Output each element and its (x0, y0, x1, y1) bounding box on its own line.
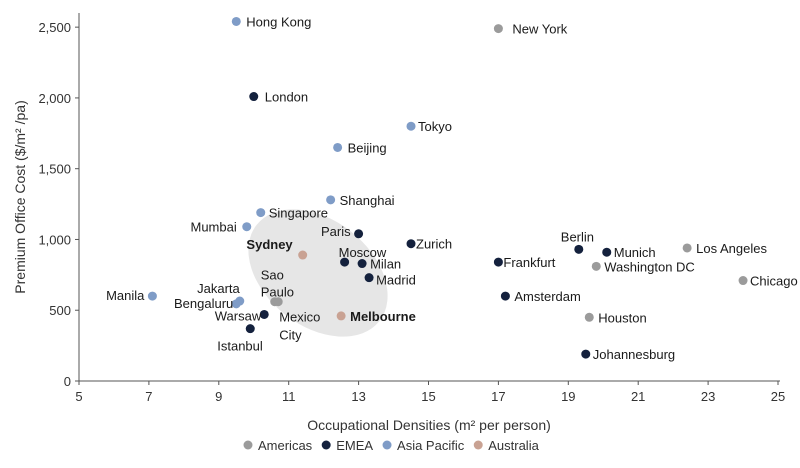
point-label-mumbai: Mumbai (191, 220, 237, 235)
point-label-paris: Paris (321, 224, 351, 239)
data-point-berlin (574, 244, 584, 254)
legend-label-asia-pacific: Asia Pacific (397, 438, 465, 453)
data-point-warsaw (259, 309, 269, 319)
data-point-paris (354, 229, 364, 239)
y-tick-label: 2,000 (38, 91, 71, 106)
point-label-zurich: Zurich (416, 237, 452, 252)
y-tick-label: 0 (64, 374, 71, 389)
point-label-jakarta: Jakarta (197, 281, 240, 296)
data-point-chicago (738, 276, 748, 286)
data-point-bengaluru (231, 299, 241, 309)
x-axis-title: Occupational Densities (m² per person) (307, 417, 551, 433)
x-tick-label: 5 (75, 389, 82, 404)
legend-marker-asia-pacific (382, 440, 392, 450)
point-label-melbourne: Melbourne (350, 309, 416, 324)
data-point-mumbai (242, 222, 252, 232)
data-point-london (249, 92, 259, 102)
x-tick-label: 13 (351, 389, 365, 404)
data-point-frankfurt (493, 257, 503, 267)
point-label-johannesburg: Johannesburg (593, 347, 675, 362)
point-label-bengaluru: Bengaluru (174, 296, 233, 311)
point-label-sao-paulo-line2: Paulo (261, 285, 294, 300)
data-point-moscow (340, 257, 350, 267)
data-point-melbourne (336, 311, 346, 321)
legend-label-emea: EMEA (336, 438, 373, 453)
point-label-madrid: Madrid (376, 273, 416, 288)
legend-marker-australia (473, 440, 483, 450)
point-label-milan: Milan (370, 257, 401, 272)
point-label-frankfurt: Frankfurt (503, 255, 555, 270)
data-point-houston (584, 312, 594, 322)
point-label-houston: Houston (598, 310, 646, 325)
point-label-warsaw: Warsaw (215, 308, 262, 323)
x-tick-label: 7 (145, 389, 152, 404)
data-point-tokyo (406, 121, 416, 131)
point-label-new-york: New York (512, 22, 567, 37)
point-label-moscow: Moscow (339, 245, 387, 260)
data-point-amsterdam (500, 291, 510, 301)
point-label-mexico-city-line1: Mexico (279, 310, 320, 325)
point-label-munich: Munich (614, 245, 656, 260)
y-tick-label: 1,500 (38, 162, 71, 177)
data-point-manila (147, 291, 157, 301)
legend-marker-americas (243, 440, 253, 450)
point-label-singapore: Singapore (269, 206, 328, 221)
y-tick-label: 2,500 (38, 20, 71, 35)
x-tick-label: 23 (701, 389, 715, 404)
data-point-milan (357, 259, 367, 269)
point-label-chicago: Chicago (750, 274, 798, 289)
data-point-shanghai (326, 195, 336, 205)
point-label-los-angeles: Los Angeles (696, 241, 767, 256)
x-tick-label: 15 (421, 389, 435, 404)
highlight-ellipse (248, 209, 388, 337)
y-axis-title: Premium Office Cost ($/m² /pa) (12, 100, 28, 293)
legend: Americas EMEA Asia Pacific Australia (243, 438, 540, 453)
x-tick-label: 21 (631, 389, 645, 404)
legend-label-americas: Americas (258, 438, 313, 453)
data-point-los-angeles (682, 243, 692, 253)
point-label-amsterdam: Amsterdam (514, 289, 580, 304)
point-label-beijing: Beijing (348, 140, 387, 155)
x-tick-label: 19 (561, 389, 575, 404)
legend-label-australia: Australia (488, 438, 539, 453)
point-label-istanbul: Istanbul (217, 339, 263, 354)
point-label-washington-dc: Washington DC (604, 259, 695, 274)
x-tick-label: 17 (491, 389, 505, 404)
point-label-hong-kong: Hong Kong (246, 14, 311, 29)
point-label-london: London (265, 90, 308, 105)
point-label-shanghai: Shanghai (340, 193, 395, 208)
data-point-johannesburg (581, 349, 591, 359)
data-point-beijing (333, 142, 343, 152)
data-point-sydney (298, 250, 308, 260)
point-label-sydney: Sydney (246, 237, 293, 252)
point-label-berlin: Berlin (561, 229, 594, 244)
data-point-munich (602, 247, 612, 257)
legend-marker-emea (321, 440, 331, 450)
y-tick-label: 1,000 (38, 232, 71, 247)
data-point-singapore (256, 208, 266, 218)
data-point-mexico-city (273, 297, 283, 307)
data-point-washington-dc (591, 261, 601, 271)
x-tick-label: 9 (215, 389, 222, 404)
data-point-new-york (493, 24, 503, 34)
data-point-hong-kong (231, 16, 241, 26)
point-label-tokyo: Tokyo (418, 119, 452, 134)
data-point-zurich (406, 239, 416, 249)
point-label-sao-paulo-line1: Sao (261, 268, 284, 283)
point-label-manila: Manila (106, 288, 145, 303)
data-point-istanbul (245, 324, 255, 334)
y-tick-label: 500 (49, 303, 71, 318)
x-tick-label: 25 (771, 389, 785, 404)
x-tick-label: 11 (282, 389, 296, 404)
data-point-madrid (364, 273, 374, 283)
point-label-mexico-city-line2: City (279, 328, 302, 343)
